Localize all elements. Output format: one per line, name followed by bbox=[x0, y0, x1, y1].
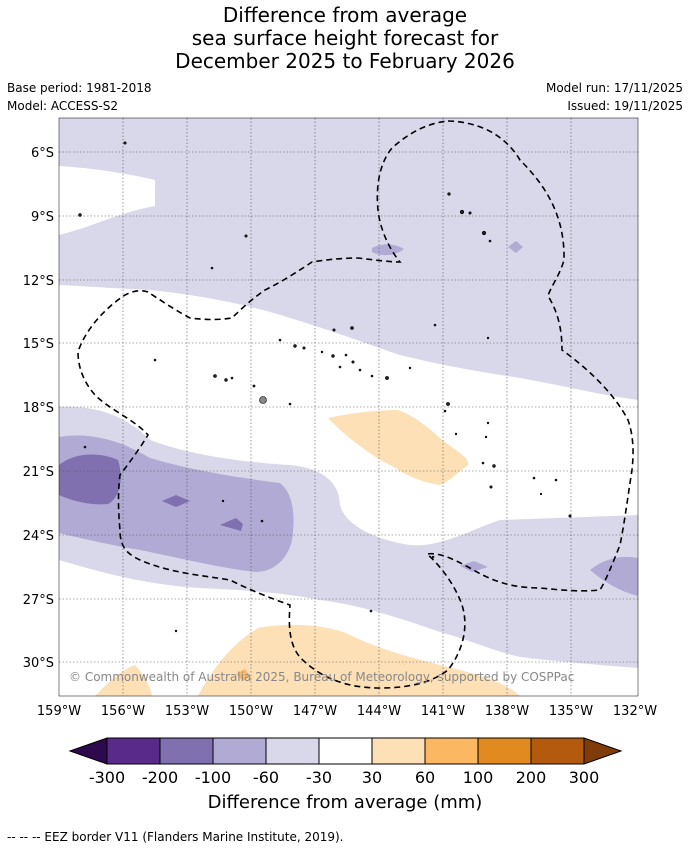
longitude-labels: 159°W 156°W 153°W 150°W 147°W 144°W 141°… bbox=[37, 704, 657, 719]
colorbar-tick-label: 300 bbox=[569, 768, 600, 787]
colorbar-bin bbox=[319, 738, 372, 764]
colorbar-bin bbox=[213, 738, 266, 764]
colorbar-tick-label: 100 bbox=[463, 768, 494, 787]
anomaly-north-patch-1 bbox=[372, 244, 404, 256]
colorbar-bin bbox=[478, 738, 531, 764]
anomaly-south-positive bbox=[198, 624, 520, 696]
colorbar-tick-label: -200 bbox=[142, 768, 178, 787]
colorbar-tick-labels: -300 -200 -100 -60 -30 30 60 100 200 300 bbox=[89, 768, 599, 787]
map-panel: © Commonwealth of Australia 2025, Bureau… bbox=[59, 118, 638, 696]
lon-label: 132°W bbox=[613, 704, 657, 719]
base-period: Base period: 1981-2018 bbox=[7, 81, 152, 95]
meta-left: Base period: 1981-2018 Model: ACCESS-S2 bbox=[7, 79, 152, 115]
eez-footnote: -- -- -- EEZ border V11 (Flanders Marine… bbox=[7, 830, 344, 844]
map-frame bbox=[58, 117, 639, 697]
colorbar-tick-label: 200 bbox=[516, 768, 547, 787]
colorbar-tick-label: -60 bbox=[253, 768, 279, 787]
anomaly-north-negative bbox=[59, 118, 638, 400]
colorbar-tick-label: 30 bbox=[362, 768, 382, 787]
colorbar-title: Difference from average (mm) bbox=[207, 792, 483, 813]
lat-label: 6°S bbox=[31, 146, 54, 161]
lat-label: 9°S bbox=[31, 210, 54, 225]
anomaly-north-patch-2 bbox=[508, 241, 523, 253]
lat-label: 24°S bbox=[23, 529, 54, 544]
model-run: Model run: 17/11/2025 bbox=[545, 81, 683, 95]
colorbar-tick-label: -300 bbox=[89, 768, 125, 787]
islands bbox=[78, 141, 572, 633]
lon-label: 156°W bbox=[101, 704, 145, 719]
anomaly-south-positive-core bbox=[236, 669, 250, 681]
latitude-labels: 6°S 9°S 12°S 15°S 18°S 21°S 24°S 27°S 30… bbox=[23, 146, 54, 671]
eez-border bbox=[77, 120, 634, 689]
lon-label: 159°W bbox=[37, 704, 81, 719]
anomaly-southwest-positive bbox=[95, 665, 152, 696]
colorbar-bin bbox=[160, 738, 213, 764]
lat-label: 18°S bbox=[23, 401, 54, 416]
lat-label: 21°S bbox=[23, 465, 54, 480]
anomaly-southwest-strong-3 bbox=[220, 518, 243, 531]
colorbar-tick-label: -100 bbox=[195, 768, 231, 787]
colorbar-tick-label: 60 bbox=[415, 768, 435, 787]
anomaly-southwest-strong-2 bbox=[162, 495, 190, 507]
lon-label: 138°W bbox=[485, 704, 529, 719]
colorbar-dividers bbox=[106, 738, 585, 764]
lon-label: 153°W bbox=[165, 704, 209, 719]
lon-label: 147°W bbox=[293, 704, 337, 719]
lon-label: 144°W bbox=[357, 704, 401, 719]
lat-label: 30°S bbox=[23, 656, 54, 671]
title-line-1: Difference from average bbox=[222, 3, 468, 27]
title-line-2: sea surface height forecast for bbox=[191, 26, 499, 50]
lon-label: 150°W bbox=[229, 704, 273, 719]
anomaly-southeast-patch-2 bbox=[460, 561, 488, 572]
colorbar-extend-high bbox=[584, 738, 621, 764]
anomaly-southwest-strong-1 bbox=[59, 454, 121, 505]
colorbar-bin bbox=[531, 738, 584, 764]
lon-label: 135°W bbox=[549, 704, 593, 719]
model-name: Model: ACCESS-S2 bbox=[7, 99, 119, 113]
copyright-notice: © Commonwealth of Australia 2025, Bureau… bbox=[69, 670, 574, 684]
anomaly-southeast-patch-1 bbox=[590, 556, 638, 596]
anomaly-central-positive bbox=[328, 410, 469, 485]
colorbar-bin bbox=[425, 738, 478, 764]
title-line-3: December 2025 to February 2026 bbox=[175, 49, 515, 73]
colorbar: -300 -200 -100 -60 -30 30 60 100 200 300 bbox=[68, 737, 623, 787]
issued-date: Issued: 19/11/2025 bbox=[567, 99, 683, 113]
colorbar-bin bbox=[372, 738, 425, 764]
colorbar-bin bbox=[107, 738, 160, 764]
map-title: Difference from average sea surface heig… bbox=[0, 4, 690, 73]
lat-label: 27°S bbox=[23, 593, 54, 608]
lat-label: 12°S bbox=[23, 274, 54, 289]
lat-label: 15°S bbox=[23, 337, 54, 352]
lon-label: 141°W bbox=[421, 704, 465, 719]
colorbar-tick-label: -30 bbox=[306, 768, 332, 787]
meta-right: Model run: 17/11/2025 Issued: 19/11/2025 bbox=[546, 79, 683, 115]
colorbar-extend-low bbox=[70, 738, 107, 764]
colorbar-bin bbox=[266, 738, 319, 764]
